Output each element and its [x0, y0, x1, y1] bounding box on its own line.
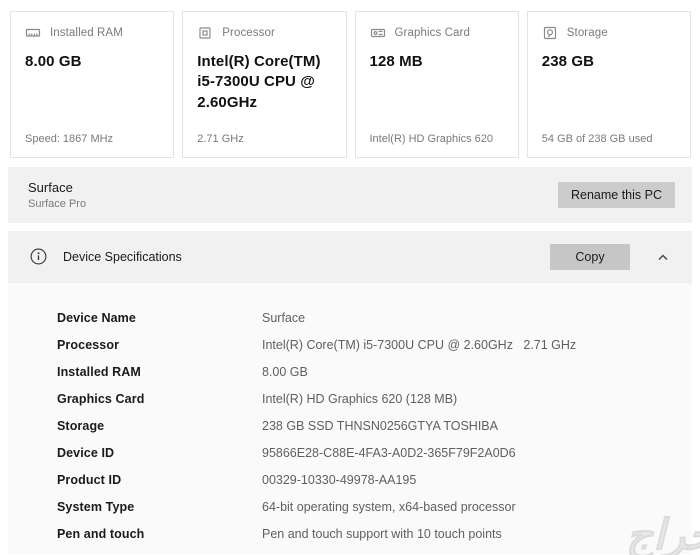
chevron-up-icon[interactable]	[656, 250, 670, 264]
spec-row-storage: Storage 238 GB SSD THNSN0256GTYA TOSHIBA	[57, 412, 692, 439]
spec-value: Intel(R) Core(TM) i5-7300U CPU @ 2.60GHz…	[262, 337, 577, 352]
rename-pc-button[interactable]: Rename this PC	[557, 182, 675, 208]
card-storage: Storage 238 GB 54 GB of 238 GB used	[526, 11, 691, 158]
spec-value: 8.00 GB	[262, 364, 308, 379]
spec-label: System Type	[57, 499, 135, 514]
section-title: Device Specifications	[63, 249, 182, 264]
copy-button[interactable]: Copy	[550, 243, 630, 270]
spec-value: 00329-10330-49978-AA195	[262, 472, 417, 487]
card-graphics: Graphics Card 128 MB Intel(R) HD Graphic…	[354, 11, 519, 158]
spec-row-pen-and-touch: Pen and touch Pen and touch support with…	[57, 520, 692, 547]
card-footer: Speed: 1867 MHz	[25, 133, 114, 145]
spec-label: Processor	[57, 337, 120, 352]
spec-row-product-id: Product ID 00329-10330-49978-AA195	[57, 466, 692, 493]
card-value: 8.00 GB	[25, 53, 82, 70]
device-model: Surface Pro	[28, 198, 87, 210]
device-name-block: Surface Surface Pro	[28, 180, 86, 210]
device-name-bar: Surface Surface Pro Rename this PC	[8, 167, 692, 223]
ram-icon	[25, 25, 41, 41]
card-title: Storage	[566, 27, 608, 39]
device-specifications-section: Device Specifications Copy Device Name S…	[8, 231, 692, 554]
card-value: Intel(R) Core(TM) i5-7300U CPU @ 2.60GHz	[197, 53, 321, 111]
spec-label: Product ID	[57, 472, 122, 487]
spec-label: Pen and touch	[57, 526, 145, 541]
card-value: 238 GB	[541, 53, 595, 70]
storage-icon	[542, 25, 558, 41]
device-specifications-body: Device Name Surface Processor Intel(R) C…	[8, 282, 692, 554]
device-specifications-header: Device Specifications Copy	[8, 231, 692, 282]
card-header: Installed RAM	[25, 25, 159, 41]
stat-cards-row: Installed RAM 8.00 GB Speed: 1867 MHz Pr…	[0, 0, 700, 158]
card-header: Processor	[197, 25, 331, 41]
gpu-icon	[370, 25, 386, 41]
card-header: Graphics Card	[370, 25, 504, 41]
info-icon	[30, 248, 47, 265]
spec-value: Surface	[262, 310, 306, 325]
spec-label: Device ID	[57, 445, 115, 460]
card-installed-ram: Installed RAM 8.00 GB Speed: 1867 MHz	[10, 11, 175, 158]
spec-row-system-type: System Type 64-bit operating system, x64…	[57, 493, 692, 520]
card-title: Graphics Card	[394, 27, 470, 39]
card-footer: 54 GB of 238 GB used	[541, 133, 653, 145]
device-name: Surface	[28, 180, 73, 195]
spec-row-installed-ram: Installed RAM 8.00 GB	[57, 358, 692, 385]
card-title: Installed RAM	[50, 27, 123, 39]
spec-row-graphics-card: Graphics Card Intel(R) HD Graphics 620 (…	[57, 385, 692, 412]
spec-row-device-id: Device ID 95866E28-C88E-4FA3-A0D2-365F79…	[57, 439, 692, 466]
card-footer: Intel(R) HD Graphics 620	[369, 133, 494, 145]
card-title: Processor	[222, 27, 275, 39]
spec-row-device-name: Device Name Surface	[57, 304, 692, 331]
spec-value: 95866E28-C88E-4FA3-A0D2-365F79F2A0D6	[262, 445, 516, 460]
card-processor: Processor Intel(R) Core(TM) i5-7300U CPU…	[182, 11, 347, 158]
spec-label: Storage	[57, 418, 105, 433]
spec-value: 238 GB SSD THNSN0256GTYA TOSHIBA	[262, 418, 498, 433]
spec-label: Device Name	[57, 310, 136, 325]
spec-value: Intel(R) HD Graphics 620 (128 MB)	[262, 391, 458, 406]
processor-icon	[197, 25, 213, 41]
card-header: Storage	[542, 25, 676, 41]
card-footer: 2.71 GHz	[197, 133, 244, 145]
spec-value: Pen and touch support with 10 touch poin…	[262, 526, 502, 541]
spec-label: Graphics Card	[57, 391, 145, 406]
card-value: 128 MB	[369, 53, 423, 70]
spec-value: 64-bit operating system, x64-based proce…	[262, 499, 516, 514]
spec-row-processor: Processor Intel(R) Core(TM) i5-7300U CPU…	[57, 331, 692, 358]
spec-label: Installed RAM	[57, 364, 141, 379]
